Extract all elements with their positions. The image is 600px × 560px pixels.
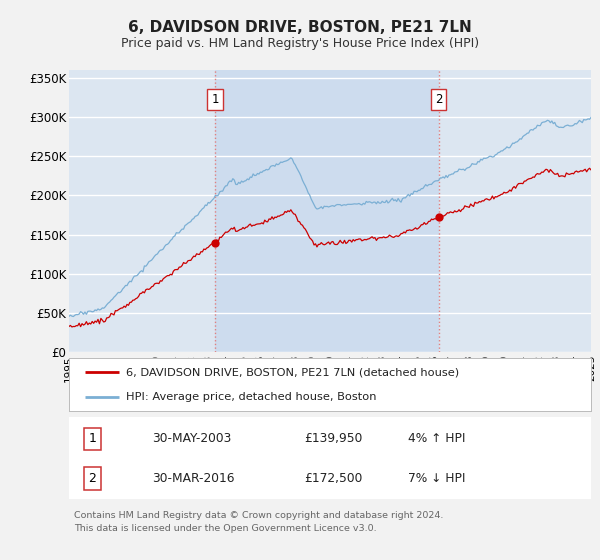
Text: 1: 1 bbox=[212, 93, 219, 106]
Text: Price paid vs. HM Land Registry's House Price Index (HPI): Price paid vs. HM Land Registry's House … bbox=[121, 37, 479, 50]
Text: HPI: Average price, detached house, Boston: HPI: Average price, detached house, Bost… bbox=[127, 391, 377, 402]
Text: 2: 2 bbox=[435, 93, 442, 106]
Text: £172,500: £172,500 bbox=[304, 472, 362, 485]
Text: £139,950: £139,950 bbox=[304, 432, 362, 445]
Text: 1: 1 bbox=[89, 432, 97, 445]
Text: 6, DAVIDSON DRIVE, BOSTON, PE21 7LN: 6, DAVIDSON DRIVE, BOSTON, PE21 7LN bbox=[128, 21, 472, 35]
Text: 4% ↑ HPI: 4% ↑ HPI bbox=[409, 432, 466, 445]
Text: 30-MAR-2016: 30-MAR-2016 bbox=[152, 472, 235, 485]
Text: Contains HM Land Registry data © Crown copyright and database right 2024.
This d: Contains HM Land Registry data © Crown c… bbox=[74, 511, 443, 533]
Text: 7% ↓ HPI: 7% ↓ HPI bbox=[409, 472, 466, 485]
Text: 30-MAY-2003: 30-MAY-2003 bbox=[152, 432, 232, 445]
Text: 2: 2 bbox=[89, 472, 97, 485]
Bar bbox=[215, 70, 439, 352]
Text: 6, DAVIDSON DRIVE, BOSTON, PE21 7LN (detached house): 6, DAVIDSON DRIVE, BOSTON, PE21 7LN (det… bbox=[127, 367, 460, 377]
